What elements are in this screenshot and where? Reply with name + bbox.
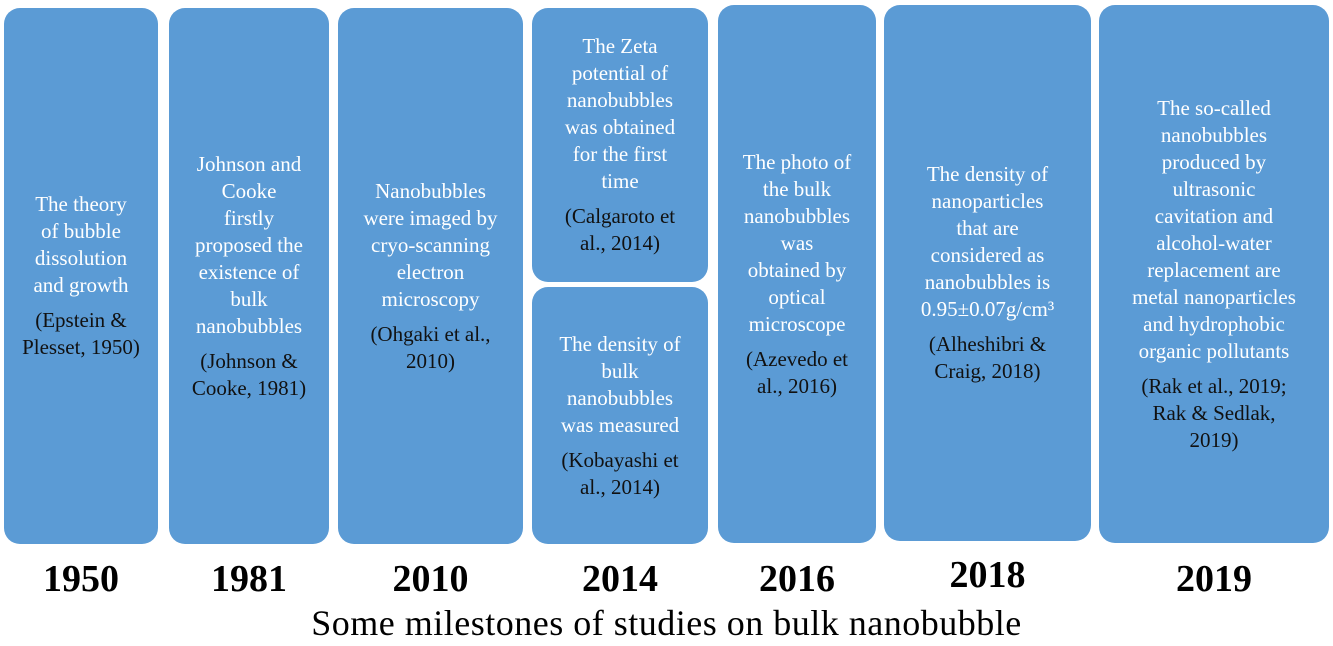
milestone-description: Nanobubbles were imaged by cryo-scanning… <box>363 178 498 311</box>
milestone-year-2010: 2010 <box>392 558 469 600</box>
milestone-reference: (Azevedo et al., 2016) <box>745 346 849 398</box>
figure-caption: Some milestones of studies on bulk nanob… <box>311 603 1022 643</box>
milestone-reference: (Calgaroto et al., 2014) <box>564 204 676 255</box>
milestone-description: The density of bulk nanobubbles was meas… <box>559 331 681 437</box>
milestone-reference: (Epstein & Plesset, 1950) <box>22 308 140 359</box>
milestone-reference: (Kobayashi et al., 2014) <box>561 447 679 499</box>
milestone-card-1950: The theory of bubble dissolution and gro… <box>4 8 158 544</box>
milestone-year-1981: 1981 <box>211 558 287 600</box>
milestone-card-2019: The so-called nanobubbles produced by ul… <box>1099 5 1329 543</box>
milestone-card-2018: The density of nanoparticles that are co… <box>884 5 1091 541</box>
milestone-reference: (Rak et al., 2019; Rak & Sedlak, 2019) <box>1141 373 1287 452</box>
milestone-year-2019: 2019 <box>1176 558 1252 600</box>
milestone-reference: (Johnson & Cooke, 1981) <box>191 348 307 400</box>
milestone-year-2016: 2016 <box>759 558 835 600</box>
milestone-card-2016: The photo of the bulk nanobubbles was ob… <box>718 5 876 543</box>
milestone-description: The photo of the bulk nanobubbles was ob… <box>742 149 852 336</box>
milestone-description: Johnson and Cooke firstly proposed the e… <box>195 151 303 338</box>
milestone-description: The theory of bubble dissolution and gro… <box>33 192 129 297</box>
milestone-description: The Zeta potential of nanobubbles was ob… <box>564 34 676 193</box>
milestone-card-2010: Nanobubbles were imaged by cryo-scanning… <box>338 8 523 544</box>
milestone-year-2018: 2018 <box>949 554 1026 596</box>
milestone-year-1950: 1950 <box>43 558 119 600</box>
milestone-description: The density of nanoparticles that are co… <box>920 162 1055 321</box>
milestone-year-2014: 2014 <box>582 558 658 600</box>
milestone-card-1981: Johnson and Cooke firstly proposed the e… <box>169 8 329 544</box>
milestone-reference: (Ohgaki et al., 2010) <box>370 321 491 373</box>
milestone-card-2014-zeta: The Zeta potential of nanobubbles was ob… <box>532 8 708 282</box>
milestone-card-2014-density: The density of bulk nanobubbles was meas… <box>532 287 708 544</box>
milestone-description: The so-called nanobubbles produced by ul… <box>1132 95 1296 363</box>
milestone-reference: (Alheshibri & Craig, 2018) <box>928 332 1047 383</box>
